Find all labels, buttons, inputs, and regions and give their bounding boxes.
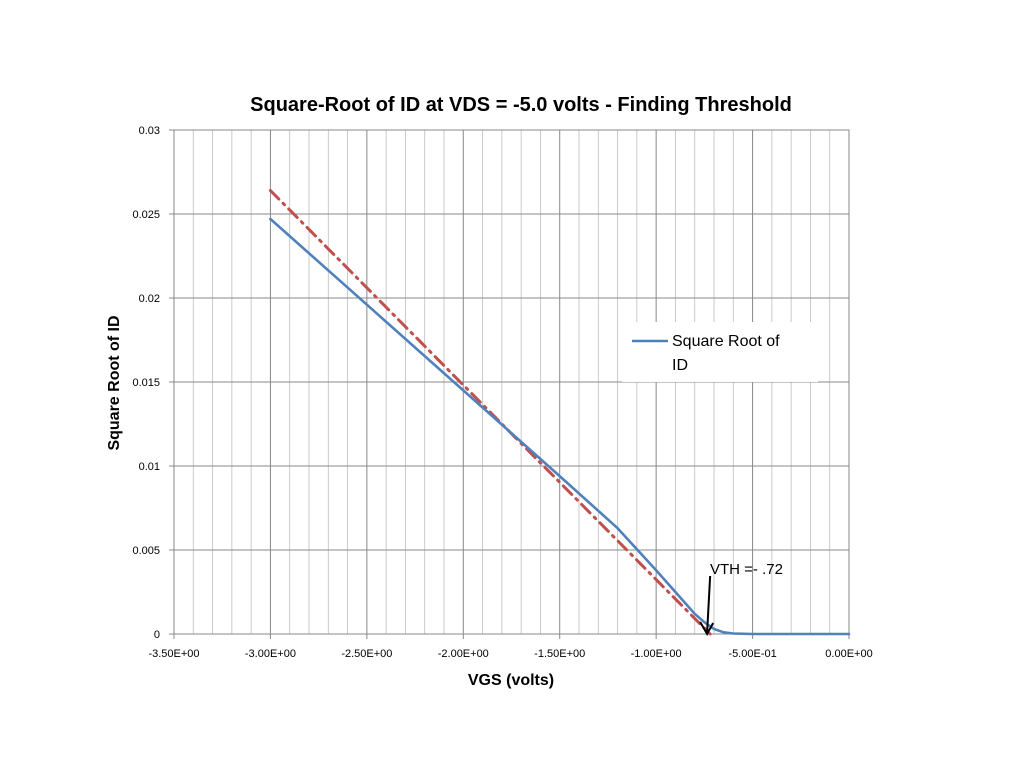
x-tick-label: -2.00E+00: [438, 648, 489, 660]
legend-label-line: ID: [672, 357, 688, 374]
y-tick-label: 0.03: [139, 125, 160, 137]
y-tick-label: 0.02: [139, 293, 160, 305]
x-tick-label: -5.00E-01: [728, 648, 776, 660]
annotation-arrow-head: [699, 621, 715, 637]
legend-label: Square Root of ID: [672, 333, 780, 374]
x-axis-title: VGS (volts): [468, 672, 554, 689]
annotation-arrow-shaft: [706, 575, 712, 633]
x-tick-label: -1.50E+00: [534, 648, 585, 660]
series-threshold-fit-line: [268, 189, 712, 636]
x-tick-label: -1.00E+00: [631, 648, 682, 660]
y-tick-label: 0.01: [139, 461, 160, 473]
y-tick-label: 0: [154, 629, 160, 641]
legend: Square Root of ID: [622, 322, 818, 382]
x-tick-label: -3.50E+00: [148, 648, 199, 660]
x-tick-label: 0.00E+00: [825, 648, 872, 660]
y-tick-label: 0.025: [132, 209, 160, 221]
x-tick-label: -2.50E+00: [341, 648, 392, 660]
y-tick-label: 0.005: [132, 545, 160, 557]
series-square-root-of-id: [269, 217, 851, 636]
x-tick-label: -3.00E+00: [245, 648, 296, 660]
y-tick-label: 0.015: [132, 377, 160, 389]
chart-title: Square-Root of ID at VDS = -5.0 volts - …: [250, 94, 792, 116]
annotation-label: VTH =- .72: [710, 561, 783, 578]
y-axis-title: Square Root of ID: [106, 315, 123, 450]
legend-box: [622, 322, 818, 382]
legend-label-line: Square Root of: [672, 333, 780, 350]
